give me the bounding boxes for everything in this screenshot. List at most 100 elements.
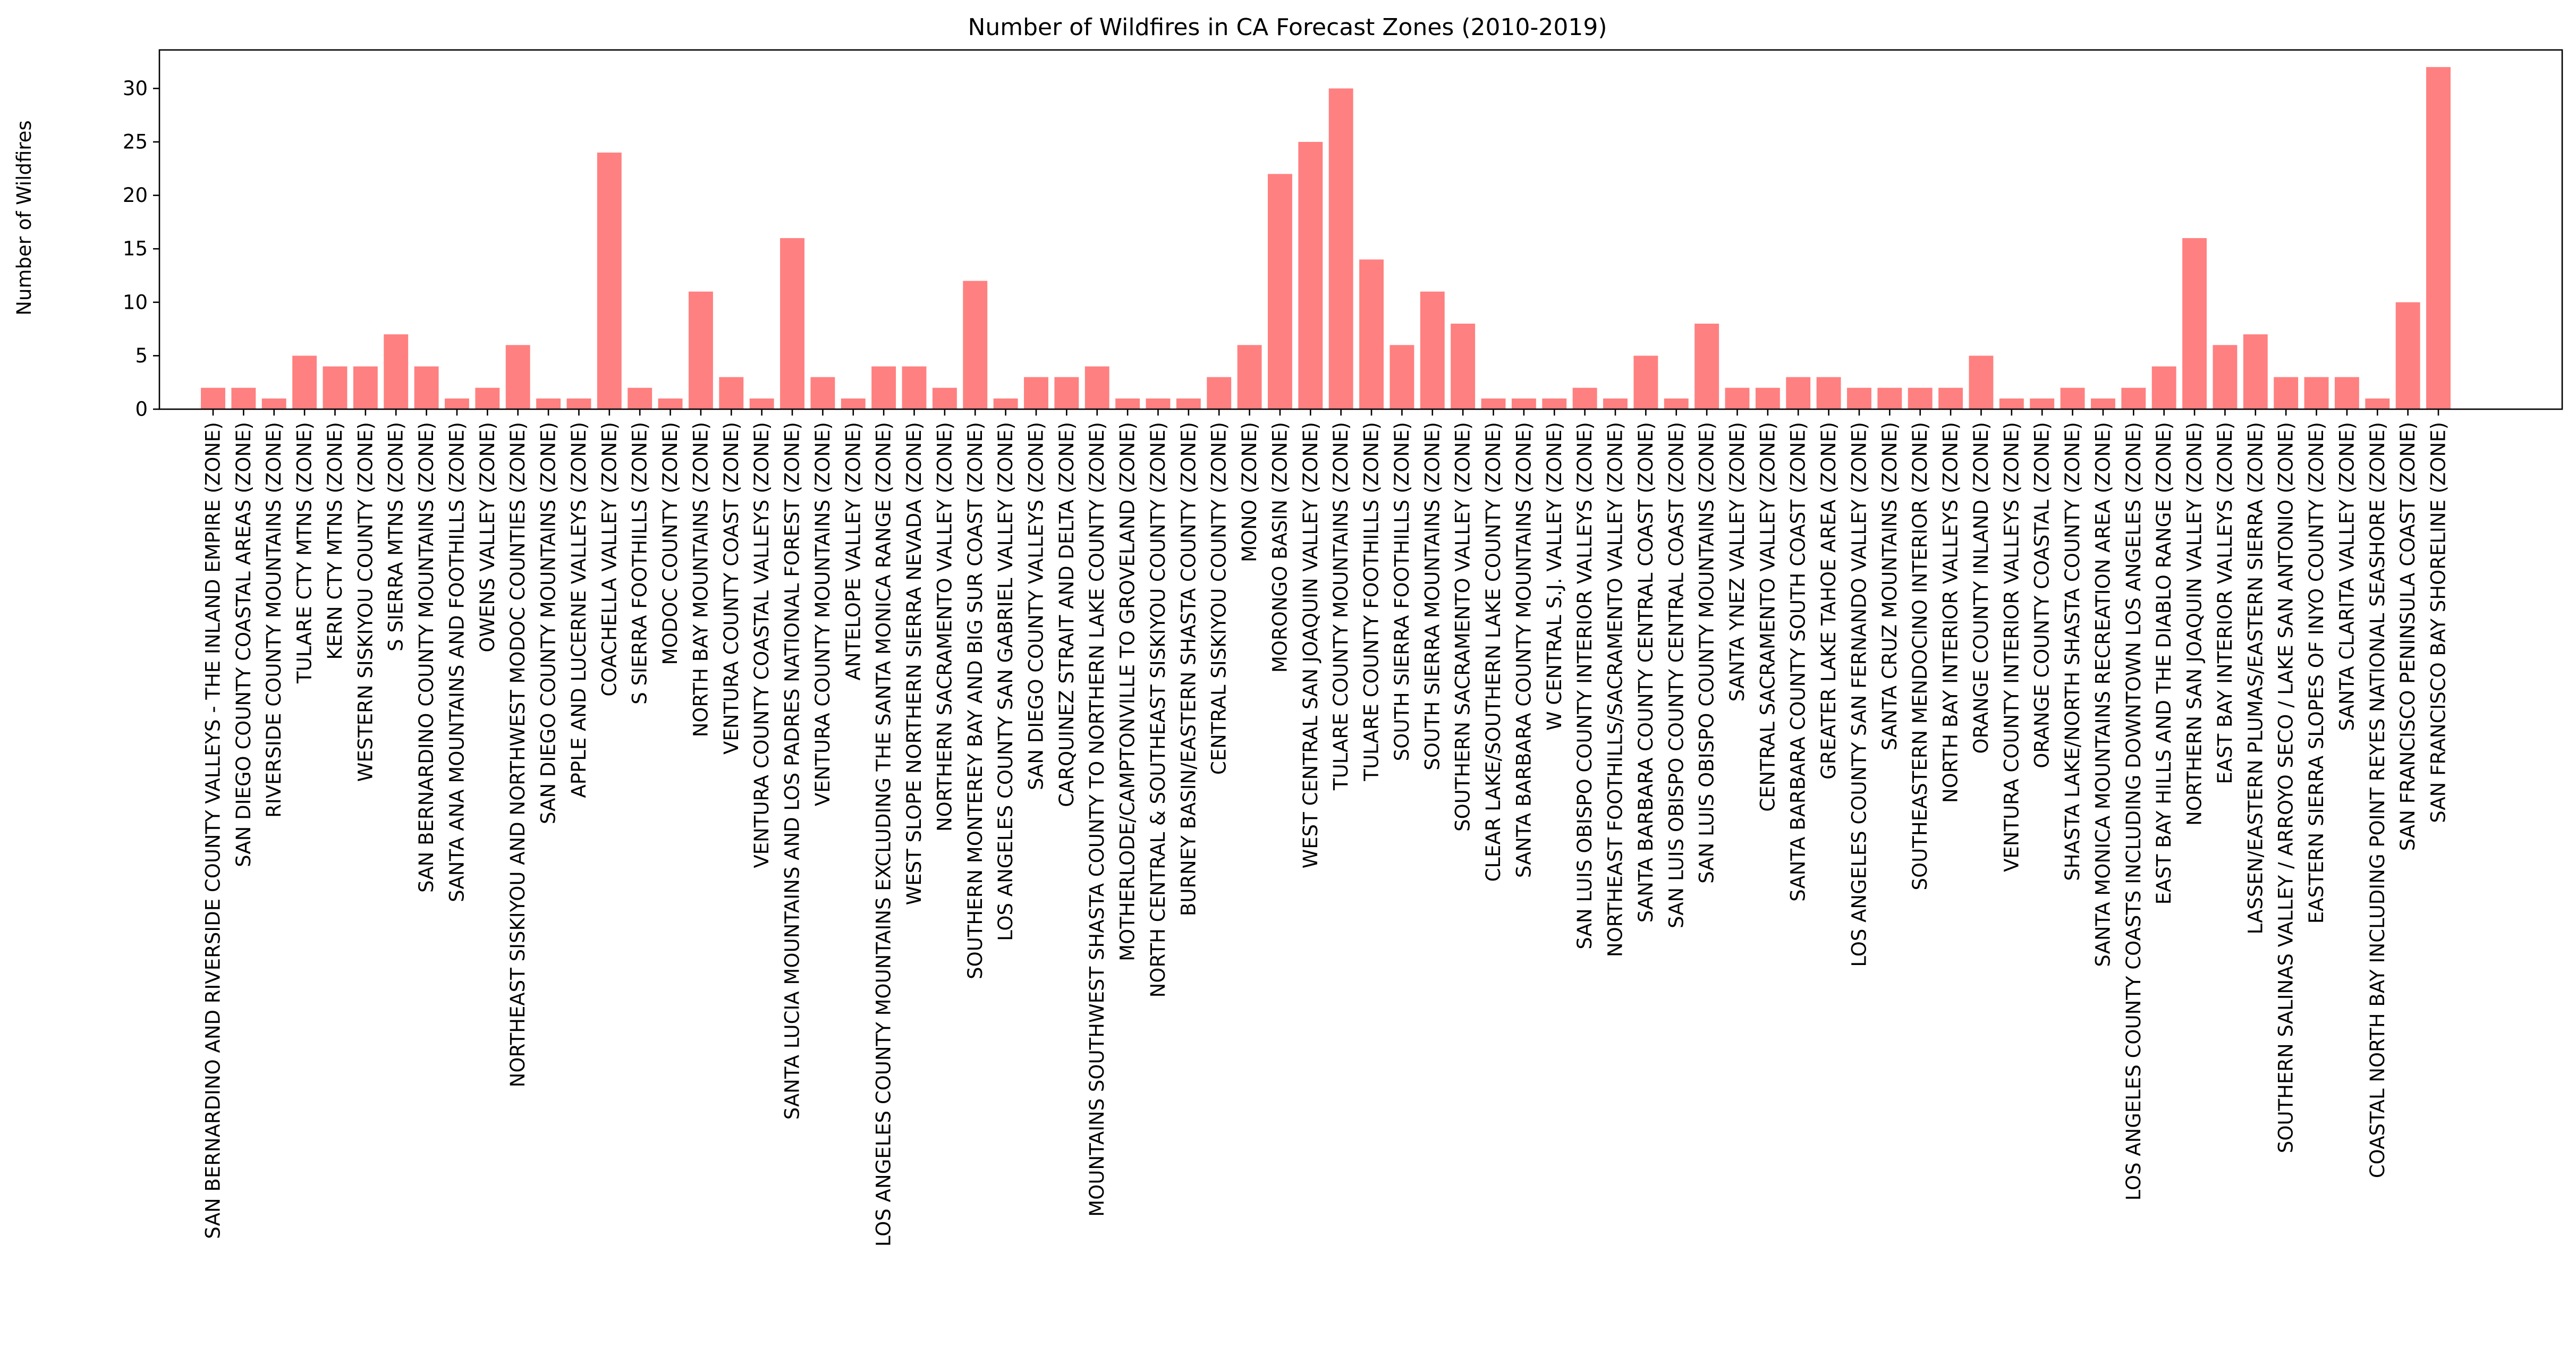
bar: [1694, 324, 1719, 409]
y-tick-label: 0: [135, 398, 148, 421]
x-category-label: SAN BERNARDINO COUNTY MOUNTAINS (ZONE): [415, 422, 438, 893]
x-category-label: GREATER LAKE TAHOE AREA (ZONE): [1817, 422, 1840, 780]
bar: [323, 366, 348, 409]
x-category-label: SAN LUIS OBISPO COUNTY MOUNTAINS (ZONE): [1696, 422, 1718, 884]
x-category-label: SOUTH SIERRA MOUNTAINS (ZONE): [1421, 422, 1444, 771]
bar: [2365, 398, 2390, 409]
x-category-label: NORTH BAY INTERIOR VALLEYS (ZONE): [1939, 422, 1962, 803]
x-category-label: TULARE CTY MTNS (ZONE): [293, 422, 316, 684]
bar: [1084, 366, 1109, 409]
bar: [1999, 398, 2024, 409]
x-category-label: NORTHEAST SISKIYOU AND NORTHWEST MODOC C…: [506, 422, 529, 1087]
bar: [2121, 387, 2146, 409]
x-category-label: SANTA CLARITA VALLEY (ZONE): [2335, 422, 2358, 731]
x-category-label: W CENTRAL S.J. VALLEY (ZONE): [1543, 422, 1566, 731]
bar: [1816, 377, 1841, 409]
x-category-label: TULARE COUNTY MOUNTAINS (ZONE): [1329, 422, 1352, 791]
bar: [201, 387, 225, 409]
x-category-label: MORONGO BASIN (ZONE): [1268, 422, 1291, 673]
bar: [1207, 377, 1232, 409]
bar: [2426, 67, 2451, 409]
x-category-label: S SIERRA FOOTHILLS (ZONE): [629, 422, 651, 705]
x-category-label: MONO (ZONE): [1238, 422, 1261, 562]
x-category-label: SOUTHEASTERN MENDOCINO INTERIOR (ZONE): [1909, 422, 1931, 891]
x-category-label: SAN FRANCISCO PENINSULA COAST (ZONE): [2396, 422, 2419, 851]
x-category-label: EAST BAY HILLS AND THE DIABLO RANGE (ZON…: [2153, 422, 2175, 904]
bar: [902, 366, 927, 409]
x-category-label: LASSEN/EASTERN PLUMAS/EASTERN SIERRA (ZO…: [2244, 422, 2267, 934]
x-category-label: OWENS VALLEY (ZONE): [476, 422, 499, 653]
bar: [1938, 387, 1963, 409]
bar: [1633, 356, 1658, 409]
bar: [292, 356, 317, 409]
x-category-label: SANTA BARBARA COUNTY CENTRAL COAST (ZONE…: [1634, 422, 1657, 923]
x-category-label: CENTRAL SISKIYOU COUNTY (ZONE): [1208, 422, 1231, 775]
bar: [2243, 334, 2268, 409]
bar: [1847, 387, 1871, 409]
bar: [932, 387, 957, 409]
bar: [1268, 174, 1292, 409]
x-category-label: VENTURA COUNTY COASTAL VALLEYS (ZONE): [750, 422, 773, 868]
x-category-label: MOTHERLODE/CAMPTONVILLE TO GROVELAND (ZO…: [1116, 422, 1139, 961]
x-category-label: COACHELLA VALLEY (ZONE): [598, 422, 621, 697]
bar: [871, 366, 896, 409]
bar: [1389, 345, 1414, 409]
bar: [1328, 88, 1353, 409]
x-category-label: LOS ANGELES COUNTY SAN FERNANDO VALLEY (…: [1848, 422, 1870, 967]
bar: [1969, 356, 1994, 409]
bar: [688, 291, 713, 409]
x-category-label: WEST CENTRAL SAN JOAQUIN VALLEY (ZONE): [1299, 422, 1322, 868]
chart-title: Number of Wildfires in CA Forecast Zones…: [968, 14, 1607, 41]
bar: [414, 366, 439, 409]
x-category-label: WESTERN SISKIYOU COUNTY (ZONE): [354, 422, 377, 782]
x-category-label: TULARE COUNTY FOOTHILLS (ZONE): [1360, 422, 1383, 782]
bar: [993, 398, 1018, 409]
x-category-label: VENTURA COUNTY INTERIOR VALLEYS (ZONE): [2000, 422, 2023, 872]
x-category-label: SANTA BARBARA COUNTY SOUTH COAST (ZONE): [1787, 422, 1810, 902]
bar: [2334, 377, 2359, 409]
bar: [2274, 377, 2299, 409]
x-category-label: CLEAR LAKE/SOUTHERN LAKE COUNTY (ZONE): [1482, 422, 1505, 882]
bar: [445, 398, 469, 409]
bar: [628, 387, 653, 409]
x-category-label: SAN FRANCISCO BAY SHORELINE (ZONE): [2427, 422, 2450, 823]
x-category-label: NORTHEAST FOOTHILLS/SACRAMENTO VALLEY (Z…: [1604, 422, 1627, 957]
bar: [1755, 387, 1780, 409]
x-category-label: APPLE AND LUCERNE VALLEYS (ZONE): [567, 422, 590, 798]
bar: [1298, 142, 1323, 409]
x-category-label: SOUTHERN SACRAMENTO VALLEY (ZONE): [1452, 422, 1475, 832]
x-category-label: CENTRAL SACRAMENTO VALLEY (ZONE): [1756, 422, 1779, 812]
bar: [2090, 398, 2115, 409]
x-category-label: ORANGE COUNTY INLAND (ZONE): [1970, 422, 1993, 754]
x-category-label: VENTURA COUNTY COAST (ZONE): [720, 422, 743, 755]
bars-layer: [201, 67, 2451, 409]
x-category-label: SAN DIEGO COUNTY VALLEYS (ZONE): [1024, 422, 1047, 790]
bar: [353, 366, 378, 409]
x-category-label: SAN LUIS OBISPO COUNTY INTERIOR VALLEYS …: [1573, 422, 1596, 950]
x-axis-ticks: SAN BERNARDINO AND RIVERSIDE COUNTY VALL…: [202, 409, 2450, 1247]
bar: [2304, 377, 2329, 409]
bar: [2060, 387, 2085, 409]
x-category-label: VENTURA COUNTY MOUNTAINS (ZONE): [811, 422, 834, 806]
x-category-label: ANTELOPE VALLEY (ZONE): [842, 422, 865, 680]
y-tick-label: 10: [123, 291, 148, 314]
bar: [1511, 398, 1536, 409]
bar: [963, 281, 988, 409]
x-category-label: BURNEY BASIN/EASTERN SHASTA COUNTY (ZONE…: [1177, 422, 1200, 916]
bar: [2213, 345, 2238, 409]
bar: [1359, 259, 1384, 409]
bar: [1146, 398, 1171, 409]
bar: [1420, 291, 1445, 409]
bar: [566, 398, 591, 409]
x-category-label: LOS ANGELES COUNTY SAN GABRIEL VALLEY (Z…: [994, 422, 1017, 941]
bar: [1603, 398, 1628, 409]
x-category-label: SANTA LUCIA MOUNTAINS AND LOS PADRES NAT…: [781, 422, 804, 1120]
bar: [231, 387, 256, 409]
x-category-label: NORTH BAY MOUNTAINS (ZONE): [689, 422, 712, 737]
x-category-label: SAN BERNARDINO AND RIVERSIDE COUNTY VALL…: [202, 422, 225, 1239]
bar: [1481, 398, 1506, 409]
x-category-label: NORTHERN SAN JOAQUIN VALLEY (ZONE): [2183, 422, 2206, 826]
x-category-label: EASTERN SIERRA SLOPES OF INYO COUNTY (ZO…: [2305, 422, 2328, 924]
x-category-label: SANTA CRUZ MOUNTAINS (ZONE): [1878, 422, 1901, 750]
